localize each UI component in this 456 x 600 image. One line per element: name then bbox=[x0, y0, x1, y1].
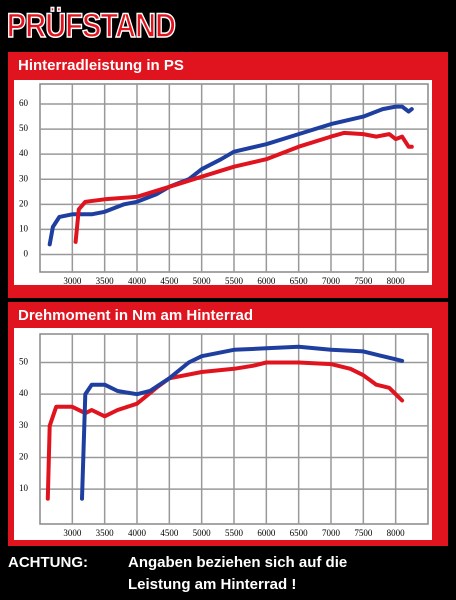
x-tick-label: 6500 bbox=[290, 276, 309, 286]
x-tick-label: 4000 bbox=[128, 276, 147, 286]
x-tick-label: 4500 bbox=[160, 276, 179, 286]
header-title: PRÜFSTAND bbox=[7, 6, 176, 45]
x-tick-label: 6000 bbox=[257, 276, 276, 286]
y-tick-label: 40 bbox=[19, 388, 29, 398]
x-tick-label: 4500 bbox=[160, 528, 179, 538]
y-tick-label: 30 bbox=[19, 420, 29, 430]
x-tick-label: 3000 bbox=[63, 528, 82, 538]
series-line bbox=[45, 360, 405, 501]
x-tick-label: 8000 bbox=[387, 528, 406, 538]
x-tick-label: 6500 bbox=[290, 528, 309, 538]
series-line bbox=[73, 130, 414, 244]
y-tick-label: 60 bbox=[19, 98, 29, 108]
x-tick-label: 5000 bbox=[193, 276, 212, 286]
x-tick-label: 5000 bbox=[193, 528, 212, 538]
y-tick-label: 20 bbox=[19, 452, 29, 462]
y-tick-label: 50 bbox=[19, 123, 29, 133]
footer-line: Angaben beziehen sich auf die bbox=[128, 554, 347, 571]
series-line bbox=[80, 344, 405, 501]
x-tick-label: 5500 bbox=[225, 276, 244, 286]
y-tick-label: 10 bbox=[19, 483, 29, 493]
x-tick-label: 8000 bbox=[387, 276, 406, 286]
y-tick-label: 20 bbox=[19, 198, 29, 208]
y-tick-label: 50 bbox=[19, 357, 29, 367]
y-tick-label: 30 bbox=[19, 173, 29, 183]
series-line bbox=[47, 104, 414, 247]
chart-title: Drehmoment in Nm am Hinterrad bbox=[18, 307, 253, 324]
x-tick-label: 3500 bbox=[96, 528, 115, 538]
footer-label: ACHTUNG: bbox=[8, 554, 88, 571]
y-tick-label: 10 bbox=[19, 223, 29, 233]
x-tick-label: 7500 bbox=[354, 276, 373, 286]
y-tick-label: 40 bbox=[19, 148, 29, 158]
footer-line: Leistung am Hinterrad ! bbox=[128, 576, 296, 593]
x-tick-label: 7000 bbox=[322, 276, 341, 286]
x-tick-label: 6000 bbox=[257, 528, 276, 538]
x-tick-label: 5500 bbox=[225, 528, 244, 538]
x-tick-label: 4000 bbox=[128, 528, 147, 538]
y-tick-label: 0 bbox=[24, 249, 29, 259]
x-tick-label: 7500 bbox=[354, 528, 373, 538]
x-tick-label: 7000 bbox=[322, 528, 341, 538]
x-tick-label: 3000 bbox=[63, 276, 82, 286]
chart-title: Hinterradleistung in PS bbox=[18, 57, 184, 74]
x-tick-label: 3500 bbox=[96, 276, 115, 286]
